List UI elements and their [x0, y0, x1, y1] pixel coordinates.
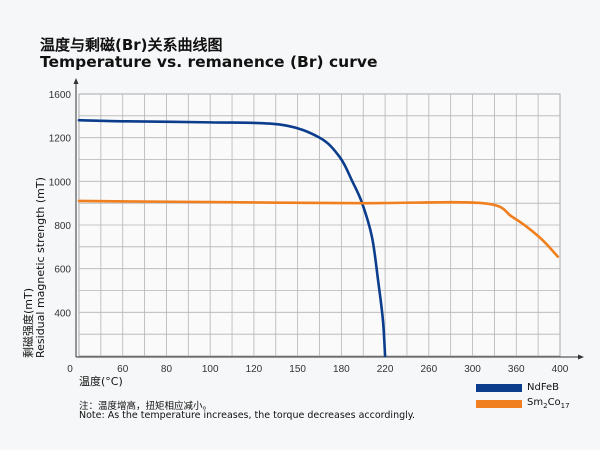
series-lines: [77, 118, 560, 358]
x-tick-label: 0: [67, 364, 73, 375]
chart-title-en: Temperature vs. remanence (Br) curve: [40, 53, 378, 71]
series-line-ndfeb: [77, 118, 387, 358]
y-tick-label: 600: [54, 265, 71, 276]
y-tick-label: 400: [54, 308, 71, 319]
legend-item-ndfeb: NdFeB: [476, 382, 559, 393]
legend-swatch-ndfeb: [476, 383, 522, 392]
tick-labels: 0 60 80 100 120 150 180 220 260 300 360 400 400 600 80…: [49, 90, 569, 375]
x-tick-label: 150: [289, 364, 306, 375]
x-tick-label: 80: [161, 364, 173, 375]
y-tick-label: 1600: [49, 90, 72, 101]
legend-label-ndfeb: NdFeB: [527, 382, 560, 393]
x-tick-label: 400: [552, 364, 569, 375]
note-zh: 注：温度增高，扭矩相应减小。: [79, 401, 213, 412]
y-axis-label-en: Residual magnetic strength (mT): [34, 177, 47, 358]
legend-item-sm2co17: Sm2Co17: [476, 397, 570, 410]
x-tick-label: 180: [333, 364, 350, 375]
x-tick-label: 300: [464, 364, 481, 375]
y-tick-label: 1200: [49, 134, 72, 145]
x-tick-label: 360: [508, 364, 525, 375]
x-tick-label: 100: [202, 364, 219, 375]
note-en: Note: As the temperature increases, the …: [79, 410, 416, 421]
x-tick-label: 220: [377, 364, 394, 375]
x-tick-label: 60: [117, 364, 129, 375]
x-tick-label: 260: [420, 364, 437, 375]
x-axis-label: 温度(°C): [79, 375, 123, 388]
x-tick-label: 120: [246, 364, 263, 375]
chart-title-zh: 温度与剩磁(Br)关系曲线图: [40, 36, 223, 54]
y-axis-arrow-icon: [73, 78, 79, 84]
y-tick-label: 1000: [49, 177, 72, 188]
x-axis-arrow-icon: [578, 354, 584, 360]
legend-swatch-sm2co17: [476, 399, 522, 408]
grid: [78, 93, 561, 357]
legend-label-sm2co17: Sm2Co17: [527, 397, 570, 410]
y-tick-label: 800: [54, 221, 71, 232]
series-line-sm2co17: [77, 199, 560, 258]
axes: [73, 78, 584, 360]
